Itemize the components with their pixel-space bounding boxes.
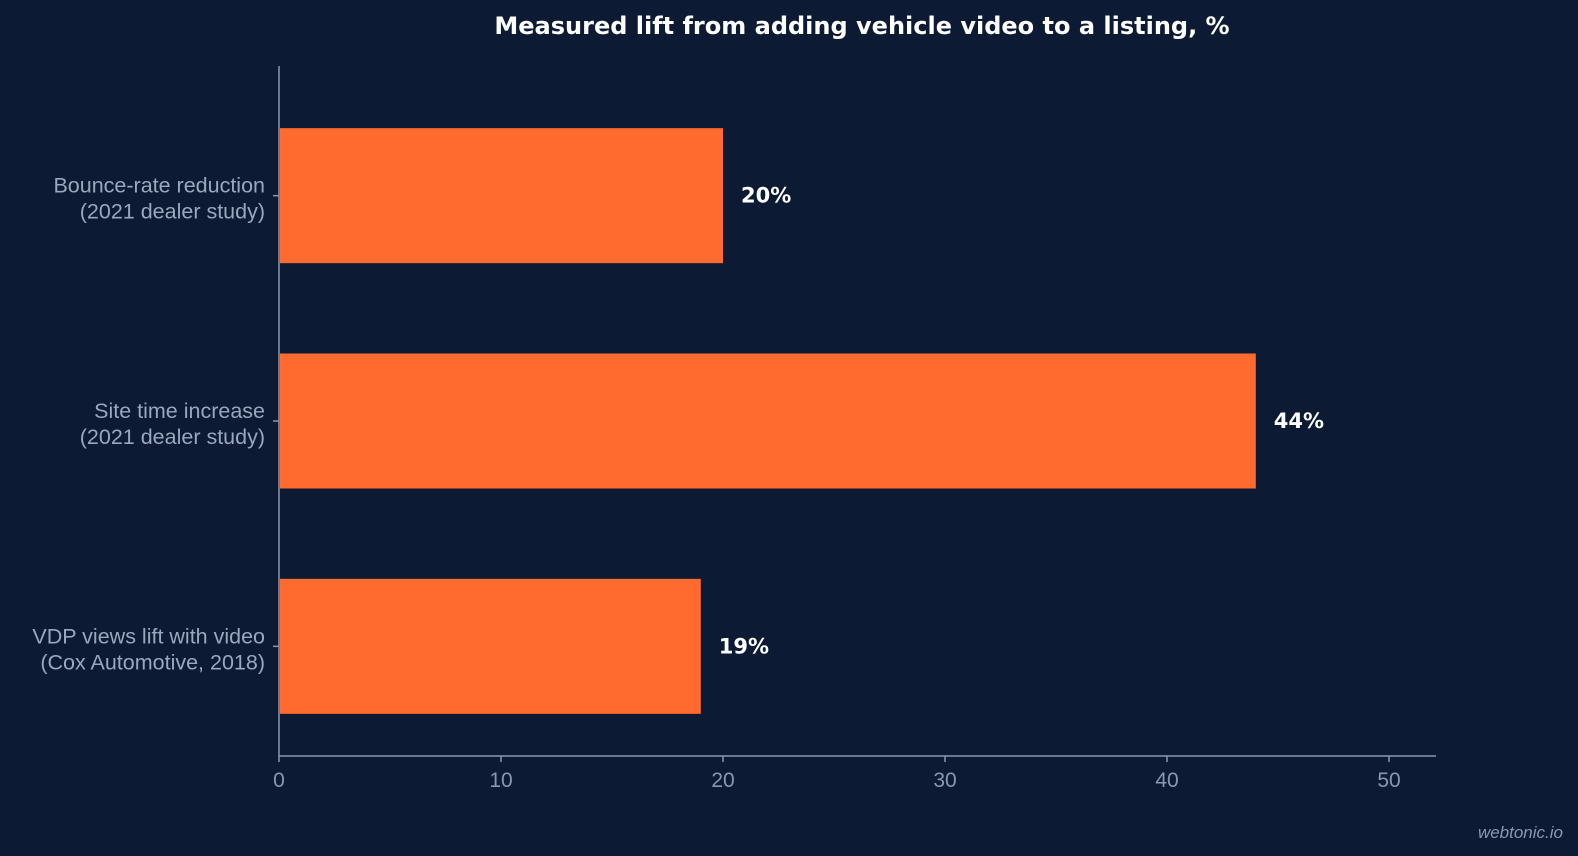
chart-title: Measured lift from adding vehicle video …: [494, 12, 1229, 40]
x-tick-label: 40: [1155, 769, 1178, 792]
category-label-line: (Cox Automotive, 2018): [40, 650, 265, 674]
bar: [280, 353, 1256, 489]
data-label: 19%: [719, 634, 769, 658]
category-label: Site time increase (2021 dealer study): [80, 399, 265, 449]
x-tick-label: 10: [489, 769, 512, 792]
data-label: 20%: [741, 184, 791, 208]
category-label-line: (2021 dealer study): [80, 425, 265, 449]
x-tick-label: 30: [933, 769, 956, 792]
category-label: VDP views lift with video (Cox Automotive…: [32, 624, 265, 674]
x-tick-label: 20: [711, 769, 734, 792]
bar: [280, 128, 723, 264]
data-label: 44%: [1274, 409, 1324, 433]
category-label: Bounce-rate reduction (2021 dealer study): [53, 174, 265, 224]
category-label-line: VDP views lift with video: [32, 624, 265, 648]
x-tick-label: 50: [1377, 769, 1400, 792]
category-label-line: Site time increase: [94, 399, 265, 423]
bars-layer: 20% 44% 19%: [280, 128, 1324, 714]
category-label-line: (2021 dealer study): [80, 200, 265, 224]
category-label-line: Bounce-rate reduction: [53, 174, 265, 198]
bar: [280, 578, 701, 714]
watermark: webtonic.io: [1478, 823, 1563, 842]
x-tick-label: 0: [273, 769, 285, 792]
